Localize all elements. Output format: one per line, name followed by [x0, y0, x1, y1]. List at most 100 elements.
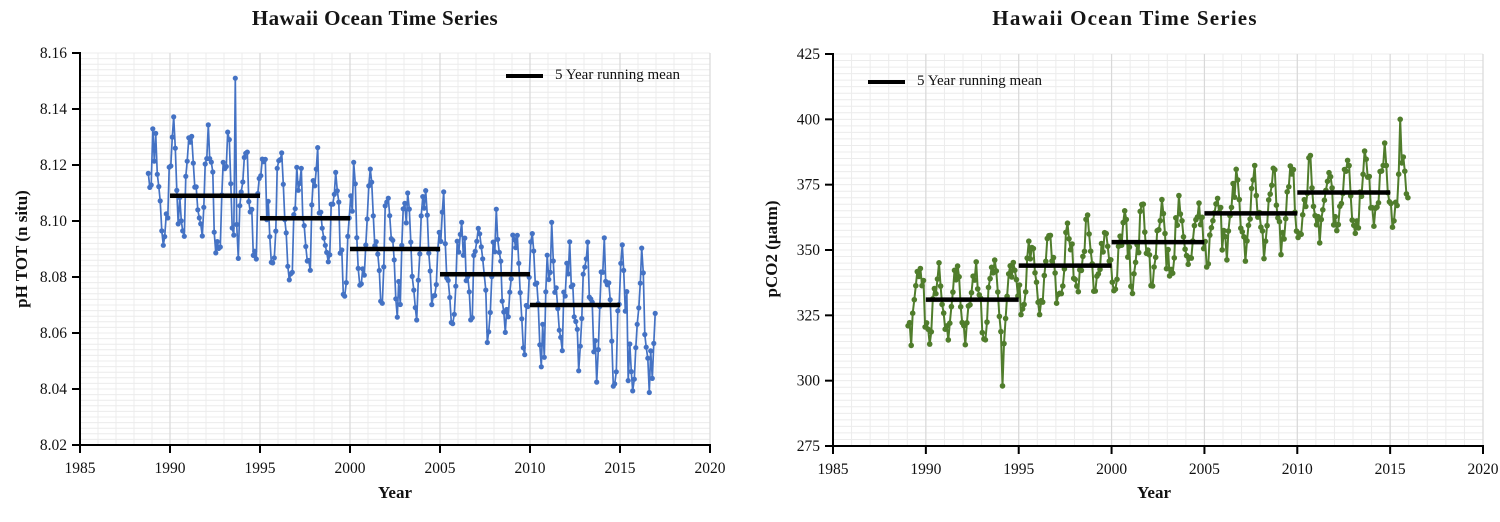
- data-point-marker: [971, 277, 978, 283]
- data-point-marker: [424, 212, 430, 218]
- data-point-marker: [1267, 191, 1273, 197]
- data-point-marker: [1374, 204, 1380, 210]
- x-tick-label: 2000: [1096, 461, 1127, 478]
- data-point-marker: [249, 206, 255, 212]
- data-point-marker: [196, 215, 202, 221]
- data-point-marker: [1157, 217, 1164, 224]
- data-point-marker: [559, 348, 565, 354]
- data-point-marker: [1320, 207, 1326, 213]
- x-tick-label: 2010: [515, 460, 546, 477]
- data-point-marker: [504, 306, 510, 313]
- data-point-marker: [1066, 236, 1072, 242]
- data-point-marker: [1174, 222, 1181, 228]
- data-point-marker: [183, 173, 189, 179]
- data-point-marker: [333, 169, 339, 175]
- data-point-marker: [459, 219, 465, 225]
- data-point-marker: [1064, 220, 1071, 226]
- data-point-marker: [1394, 202, 1400, 209]
- data-point-marker: [499, 298, 505, 304]
- data-point-marker: [574, 326, 580, 332]
- data-point-marker: [1286, 184, 1292, 190]
- data-point-marker: [618, 260, 624, 266]
- data-point-marker: [408, 239, 414, 245]
- data-point-marker: [630, 388, 636, 394]
- data-point-marker: [649, 375, 655, 381]
- data-point-marker: [540, 321, 546, 327]
- x-tick-label: 2020: [695, 460, 726, 477]
- data-point-marker: [318, 209, 324, 215]
- data-point-marker: [906, 319, 913, 326]
- axes: [825, 53, 1484, 454]
- data-point-marker: [1282, 215, 1289, 222]
- data-point-marker: [648, 348, 654, 354]
- data-point-marker: [1330, 222, 1337, 228]
- data-point-marker: [528, 239, 534, 245]
- data-point-marker: [919, 282, 925, 289]
- data-point-marker: [1050, 254, 1057, 261]
- data-point-marker: [1290, 166, 1297, 173]
- x-tick-label: 2015: [1375, 461, 1406, 478]
- data-point-marker: [1388, 200, 1394, 207]
- data-point-marker: [1207, 232, 1213, 238]
- data-point-marker: [645, 355, 651, 361]
- chart-title: Hawaii Ocean Time Series: [251, 6, 499, 30]
- data-point-marker: [379, 300, 385, 306]
- data-point-marker: [1205, 261, 1212, 267]
- x-tick-label: 2000: [335, 460, 366, 477]
- data-point-marker: [439, 209, 445, 215]
- data-point-marker: [956, 274, 962, 280]
- data-point-marker: [643, 344, 649, 350]
- data-point-marker: [1250, 177, 1256, 183]
- y-tick-label: 275: [797, 438, 821, 455]
- monthly-surface-pCO2: [905, 116, 1411, 389]
- data-point-marker: [442, 241, 448, 247]
- data-point-marker: [1332, 213, 1338, 220]
- data-point-marker: [561, 289, 567, 295]
- data-point-marker: [1338, 200, 1345, 207]
- data-point-marker: [979, 329, 986, 336]
- data-point-marker: [562, 293, 568, 299]
- data-point-marker: [1324, 178, 1331, 185]
- axes: [72, 52, 711, 453]
- data-point-marker: [190, 160, 196, 166]
- y-axis-title: pCO2 (μatm): [762, 200, 781, 298]
- data-point-marker: [306, 257, 312, 264]
- data-point-marker: [1114, 276, 1120, 283]
- data-point-marker: [1156, 226, 1162, 233]
- data-point-marker: [601, 235, 607, 241]
- data-point-marker: [178, 218, 184, 224]
- data-point-marker: [613, 369, 619, 375]
- data-point-marker: [433, 282, 439, 288]
- running-mean-line-icon: [868, 79, 905, 84]
- data-point-marker: [1104, 243, 1111, 250]
- data-point-marker: [1132, 259, 1139, 266]
- data-point-marker: [934, 276, 941, 282]
- running-mean-line-icon: [506, 73, 543, 78]
- data-point-marker: [1117, 233, 1123, 239]
- data-point-marker: [171, 114, 177, 120]
- data-point-marker: [1087, 248, 1094, 254]
- data-point-marker: [1182, 246, 1188, 252]
- data-point-marker: [1131, 271, 1137, 277]
- data-point-marker: [594, 379, 600, 385]
- data-point-marker: [163, 211, 169, 217]
- data-point-marker: [1199, 214, 1205, 221]
- data-point-marker: [968, 289, 975, 296]
- data-point-marker: [213, 250, 219, 256]
- data-point-marker: [354, 235, 360, 241]
- data-point-marker: [507, 289, 513, 295]
- y-tick-label: 400: [797, 111, 821, 128]
- data-point-marker: [522, 352, 528, 358]
- data-point-marker: [223, 163, 229, 170]
- pco2-plot-area: 275 300 325 350 375 400 425 1985 1990 1995 2000 200…: [797, 46, 1499, 478]
- data-point-marker: [1371, 223, 1377, 229]
- data-point-marker: [1058, 290, 1065, 297]
- data-point-marker: [322, 242, 328, 248]
- data-point-marker: [267, 234, 273, 240]
- data-point-marker: [432, 292, 438, 299]
- data-point-marker: [570, 282, 576, 288]
- data-point-marker: [493, 206, 499, 212]
- data-point-marker: [363, 242, 369, 248]
- y-tick-label: 8.10: [40, 213, 67, 230]
- data-point-marker: [466, 289, 472, 295]
